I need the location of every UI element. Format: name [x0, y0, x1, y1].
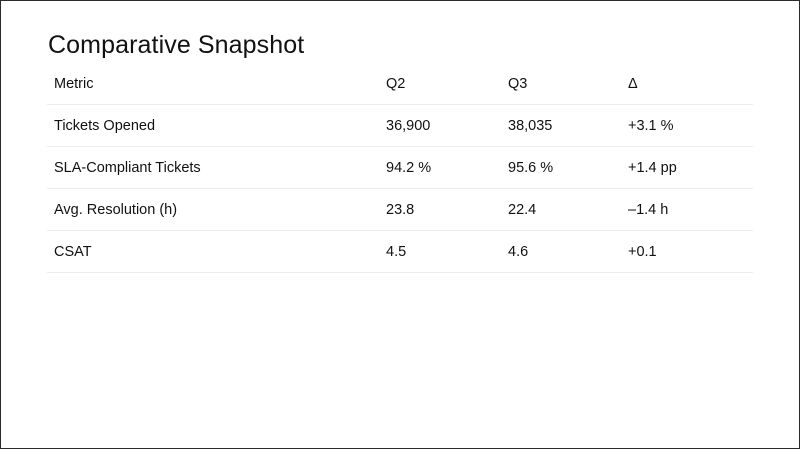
table-row: SLA-Compliant Tickets 94.2 % 95.6 % +1.4…	[47, 146, 753, 189]
cell-delta: –1.4 h	[621, 188, 753, 231]
table-row: CSAT 4.5 4.6 +0.1	[47, 230, 753, 273]
cell-metric: SLA-Compliant Tickets	[47, 146, 379, 189]
cell-delta: +3.1 %	[621, 104, 753, 147]
cell-delta: +1.4 pp	[621, 146, 753, 189]
table-row: Avg. Resolution (h) 23.8 22.4 –1.4 h	[47, 188, 753, 231]
cell-q3: 22.4	[501, 188, 621, 231]
header-q3: Q3	[501, 63, 621, 105]
header-delta: Δ	[621, 63, 753, 105]
cell-q3: 95.6 %	[501, 146, 621, 189]
table-header-row: Metric Q2 Q3 Δ	[47, 63, 753, 105]
cell-q2: 4.5	[379, 230, 501, 273]
cell-metric: CSAT	[47, 230, 379, 273]
cell-delta: +0.1	[621, 230, 753, 273]
cell-q3: 4.6	[501, 230, 621, 273]
comparison-table: Metric Q2 Q3 Δ Tickets Opened 36,900 38,…	[47, 63, 753, 273]
cell-metric: Avg. Resolution (h)	[47, 188, 379, 231]
header-metric: Metric	[47, 63, 379, 105]
cell-q3: 38,035	[501, 104, 621, 147]
cell-q2: 36,900	[379, 104, 501, 147]
cell-q2: 94.2 %	[379, 146, 501, 189]
header-q2: Q2	[379, 63, 501, 105]
slide-title: Comparative Snapshot	[48, 31, 305, 59]
table-row: Tickets Opened 36,900 38,035 +3.1 %	[47, 104, 753, 147]
cell-metric: Tickets Opened	[47, 104, 379, 147]
cell-q2: 23.8	[379, 188, 501, 231]
